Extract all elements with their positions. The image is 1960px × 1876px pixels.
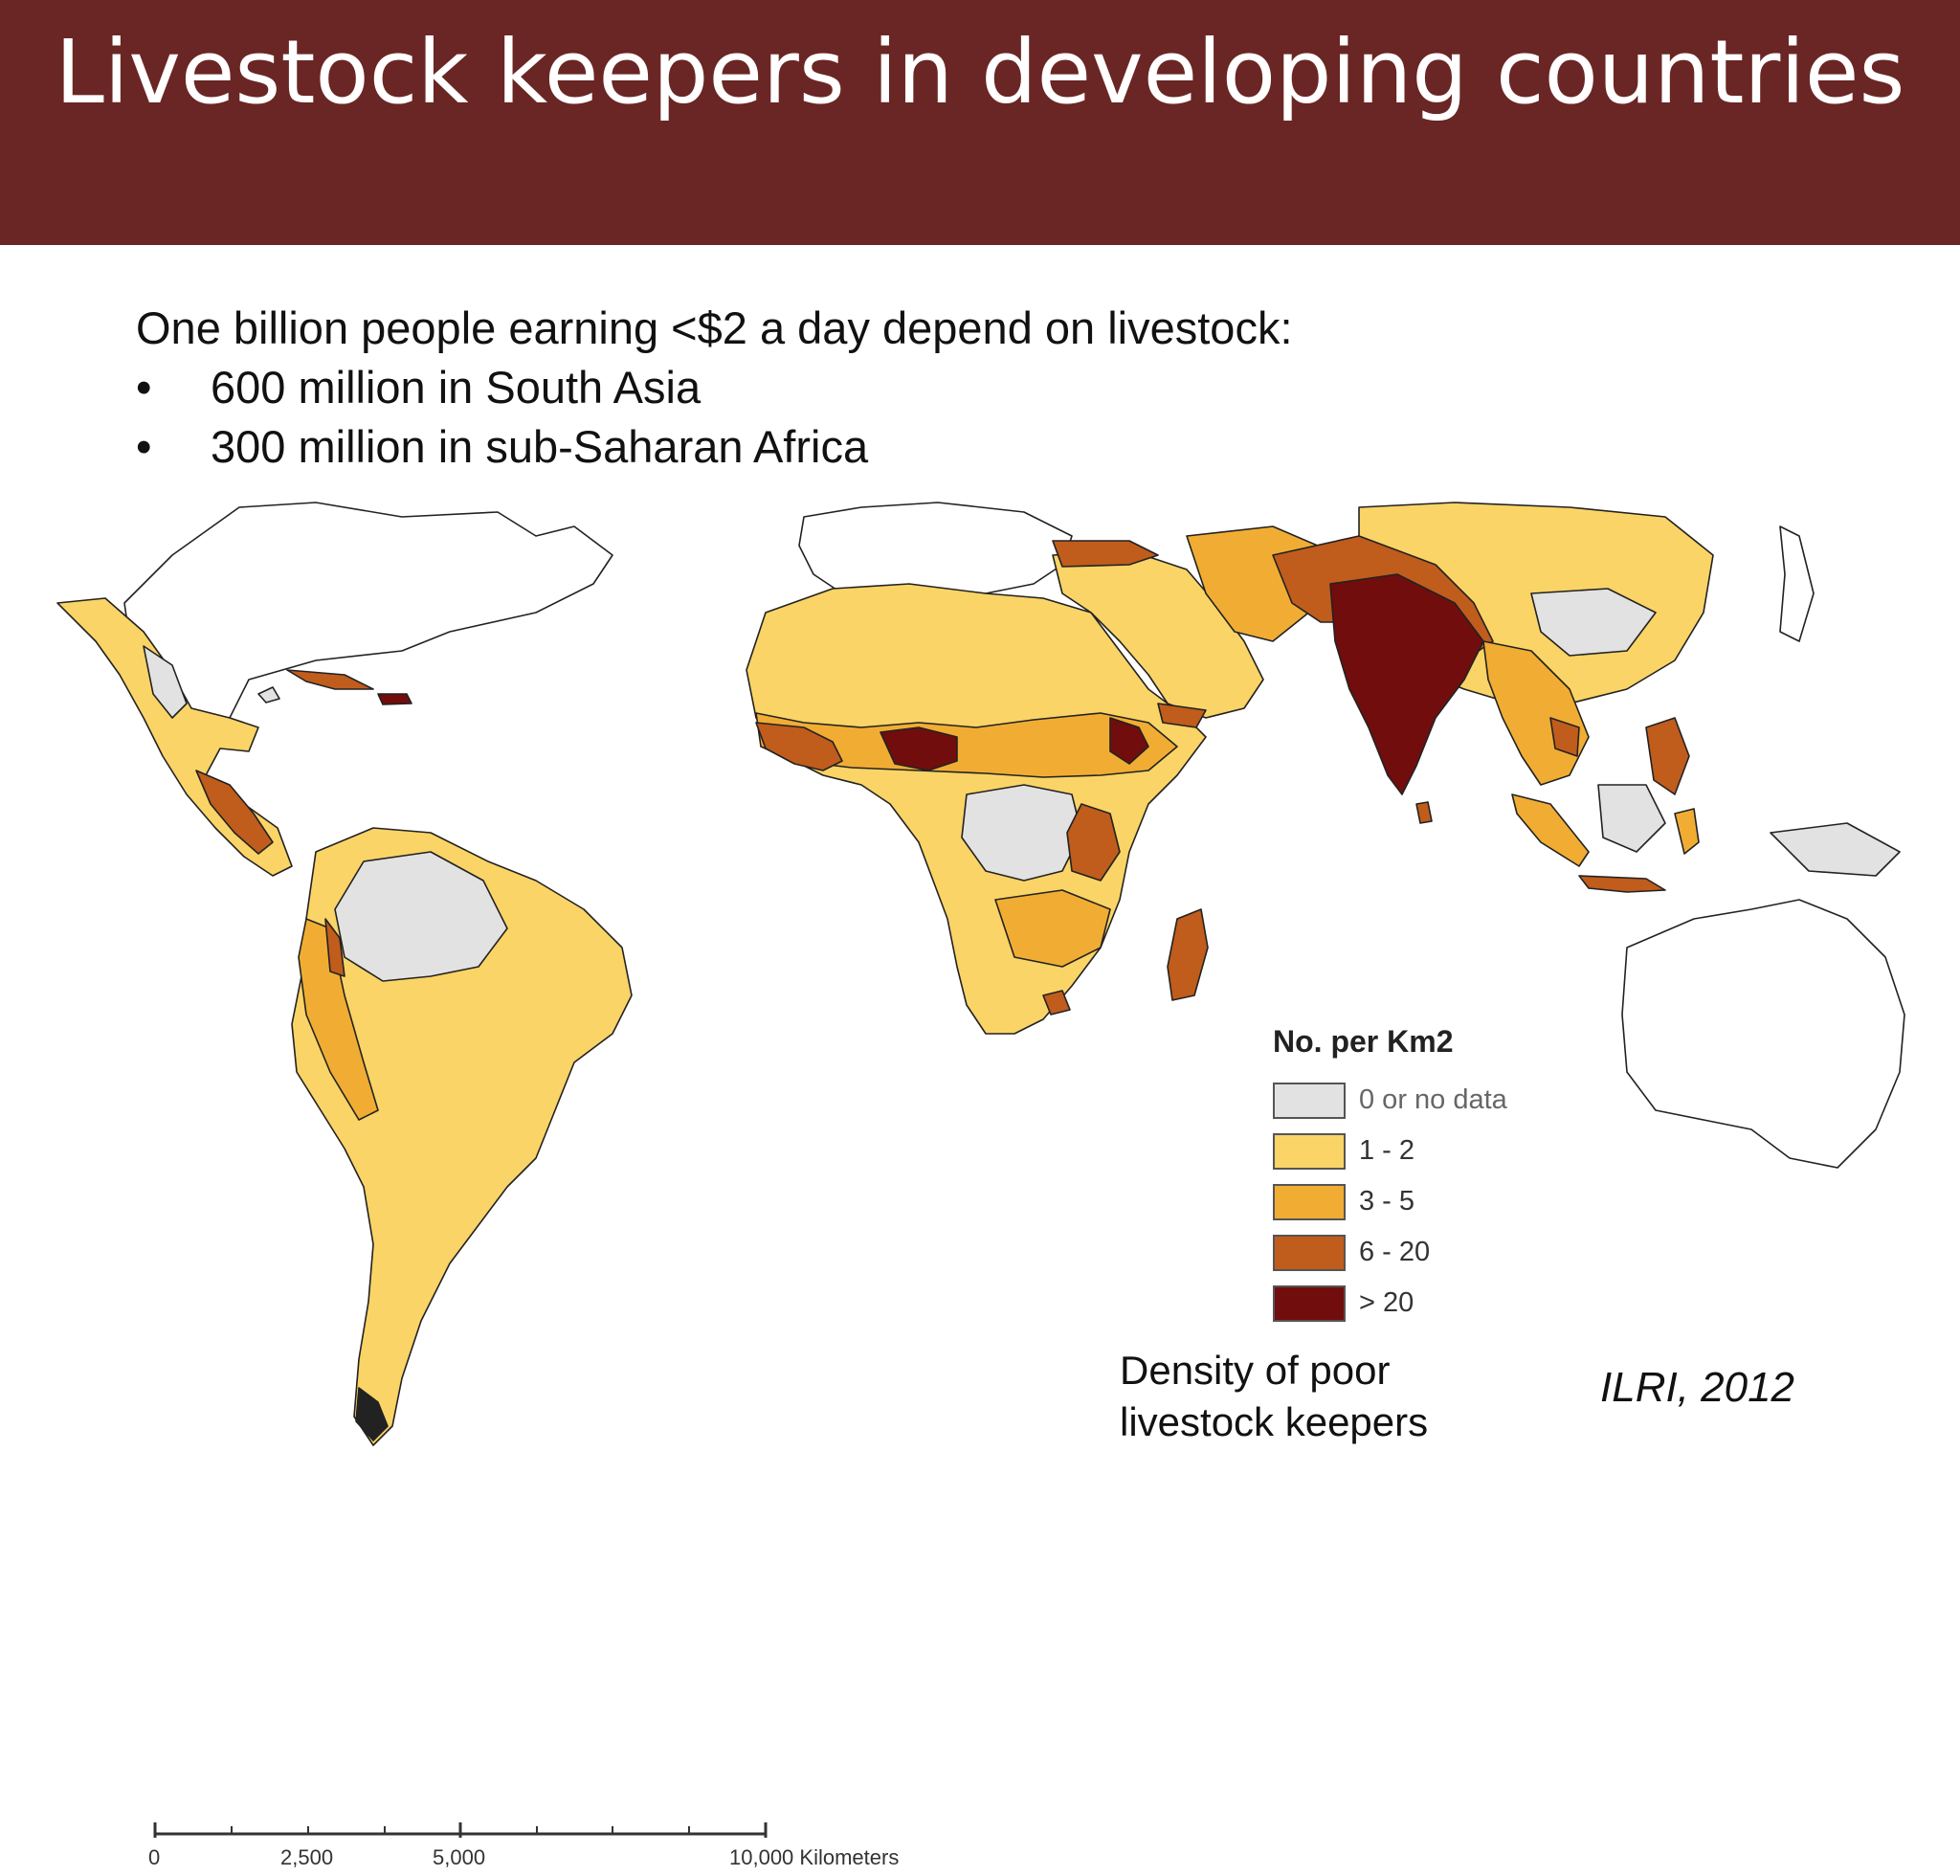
intro-text: One billion people earning <$2 a day dep… bbox=[136, 299, 1293, 477]
legend-entry-over-20: > 20 bbox=[1273, 1278, 1589, 1329]
mekong-high bbox=[1549, 717, 1580, 757]
java bbox=[1578, 875, 1666, 893]
legend-entry-6-20: 6 - 20 bbox=[1273, 1227, 1589, 1278]
world-density-map: 0 2,500 5,000 10,000 Kilometers bbox=[0, 498, 1960, 1869]
amazon-no-data bbox=[334, 851, 508, 982]
caption-line-1: Density of poor bbox=[1120, 1348, 1391, 1393]
philippines bbox=[1645, 717, 1690, 795]
legend-swatch bbox=[1273, 1183, 1346, 1220]
bullet-south-asia: • 600 million in South Asia bbox=[136, 358, 1293, 417]
source-citation: ILRI, 2012 bbox=[1600, 1364, 1795, 1411]
yemen-high bbox=[1157, 703, 1207, 728]
scale-label-10000: 10,000 Kilometers bbox=[729, 1845, 900, 1869]
sri-lanka bbox=[1415, 801, 1433, 824]
turkey-high bbox=[1052, 540, 1159, 568]
caption-line-2: livestock keepers bbox=[1120, 1399, 1429, 1444]
bullet-text: 300 million in sub-Saharan Africa bbox=[211, 421, 869, 472]
scale-label-0: 0 bbox=[148, 1845, 161, 1869]
east-africa-high bbox=[1066, 803, 1121, 882]
legend-entry-3-5: 3 - 5 bbox=[1273, 1176, 1589, 1227]
bullet-marker: • bbox=[136, 362, 152, 413]
legend-swatch bbox=[1273, 1082, 1346, 1119]
scale-bar: 0 2,500 5,000 10,000 Kilometers bbox=[144, 1819, 928, 1876]
map-canvas bbox=[56, 502, 1905, 1446]
slide-title: Livestock keepers in developing countrie… bbox=[55, 21, 1905, 123]
cuba bbox=[286, 669, 374, 690]
andes-high bbox=[324, 918, 345, 977]
australia-outline bbox=[1621, 899, 1905, 1169]
europe-outline bbox=[798, 502, 1073, 604]
sahel-orange bbox=[755, 712, 1178, 778]
legend-swatch bbox=[1273, 1132, 1346, 1170]
bullet-marker: • bbox=[136, 421, 152, 472]
china-north-no-data bbox=[1530, 588, 1657, 657]
madagascar bbox=[1167, 908, 1209, 1001]
legend-entry-1-2: 1 - 2 bbox=[1273, 1126, 1589, 1176]
intro-line: One billion people earning <$2 a day dep… bbox=[136, 302, 1293, 353]
map-legend: No. per Km2 0 or no data 1 - 2 3 - 5 6 -… bbox=[1273, 1024, 1589, 1329]
southern-africa-orange bbox=[994, 889, 1111, 968]
legend-swatch bbox=[1273, 1234, 1346, 1271]
legend-title: No. per Km2 bbox=[1273, 1024, 1454, 1059]
legend-label: 3 - 5 bbox=[1359, 1186, 1415, 1217]
india-very-high bbox=[1329, 573, 1484, 795]
legend-label: 1 - 2 bbox=[1359, 1135, 1415, 1166]
borneo bbox=[1597, 784, 1666, 853]
bullet-text: 600 million in South Asia bbox=[211, 362, 702, 413]
scale-label-5000: 5,000 bbox=[433, 1845, 486, 1869]
new-guinea bbox=[1770, 822, 1901, 877]
title-bar: Livestock keepers in developing countrie… bbox=[0, 0, 1960, 245]
congo-no-data bbox=[961, 784, 1082, 882]
central-america-high bbox=[195, 770, 274, 855]
hispaniola bbox=[377, 693, 412, 705]
south-africa-high bbox=[1042, 990, 1071, 1016]
middle-east bbox=[1052, 549, 1264, 719]
map-caption: Density of poor livestock keepers bbox=[1120, 1345, 1428, 1448]
legend-swatch bbox=[1273, 1284, 1346, 1322]
south-america bbox=[291, 827, 633, 1446]
sumatra bbox=[1511, 793, 1590, 867]
patagonia-tip bbox=[355, 1387, 389, 1441]
bullet-africa: • 300 million in sub-Saharan Africa bbox=[136, 417, 1293, 477]
small-island bbox=[257, 686, 280, 704]
legend-label: 6 - 20 bbox=[1359, 1237, 1431, 1267]
legend-entry-no-data: 0 or no data bbox=[1273, 1075, 1589, 1126]
mexico-mid bbox=[143, 645, 188, 719]
scale-label-2500: 2,500 bbox=[280, 1845, 334, 1869]
sulawesi bbox=[1674, 808, 1700, 855]
west-africa-high bbox=[755, 722, 843, 771]
legend-label: > 20 bbox=[1359, 1287, 1414, 1318]
legend-label: 0 or no data bbox=[1359, 1084, 1507, 1115]
scale-bar-graphic bbox=[153, 1822, 768, 1838]
nigeria-very-high bbox=[880, 726, 958, 771]
ethiopia-very-high bbox=[1109, 717, 1149, 765]
japan-outline bbox=[1779, 525, 1815, 642]
